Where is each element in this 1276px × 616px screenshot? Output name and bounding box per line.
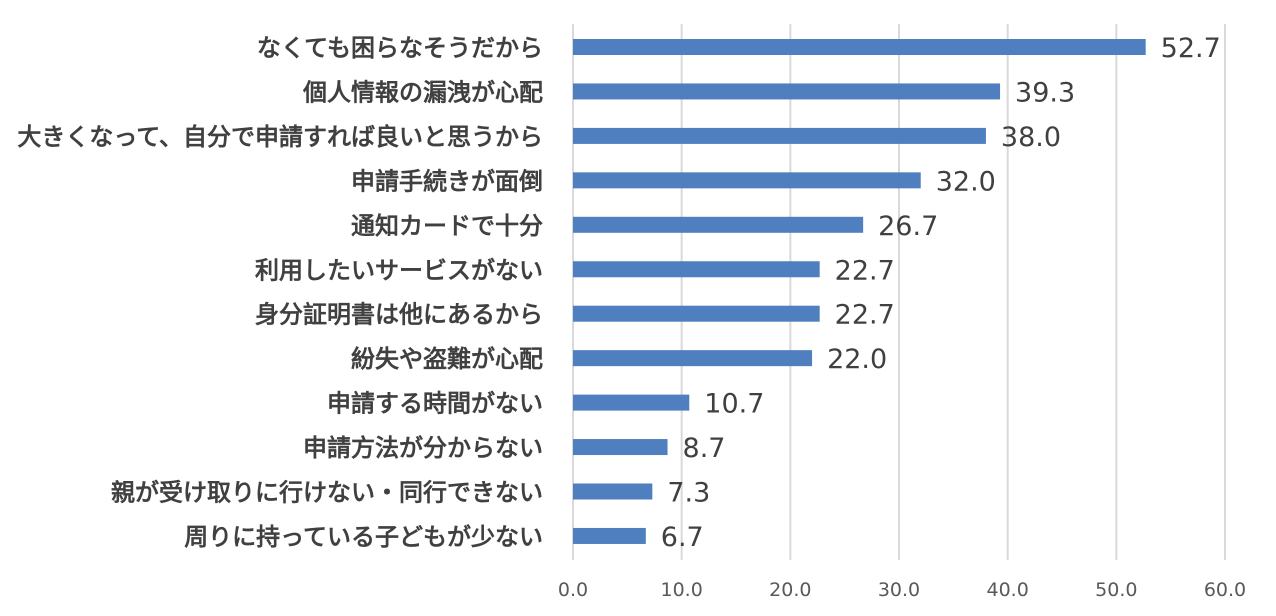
- data-label: 22.7: [835, 255, 895, 286]
- data-label: 26.7: [878, 211, 938, 242]
- data-label: 38.0: [1001, 122, 1061, 153]
- bars: [573, 39, 1146, 544]
- bar-6: [573, 305, 820, 322]
- category-label: 申請手続きが面倒: [351, 167, 543, 195]
- bar-1: [573, 83, 1001, 100]
- data-label: 22.7: [835, 300, 895, 331]
- data-label: 7.3: [667, 478, 710, 509]
- x-tick-label: 50.0: [1095, 579, 1137, 601]
- x-tick-label: 60.0: [1204, 579, 1246, 601]
- category-labels: なくても困らなそうだから個人情報の漏洩が心配大きくなって、自分で申請すれば良いと…: [17, 34, 543, 551]
- data-label: 6.7: [661, 522, 704, 553]
- category-label: 周りに持っている子どもが少ない: [184, 523, 543, 551]
- bar-0: [573, 39, 1146, 55]
- data-label: 22.0: [827, 344, 887, 375]
- category-label: 通知カードで十分: [351, 212, 543, 240]
- bar-9: [573, 439, 668, 456]
- x-tick-label: 0.0: [558, 579, 588, 601]
- value-labels: 52.7 39.3 38.032.0 26.7 22.7 22.7 22.0 10.7 8.7 7…: [661, 33, 1221, 553]
- x-tick-label: 30.0: [878, 579, 920, 601]
- category-label: 親が受け取りに行けない・同行できない: [111, 479, 543, 507]
- x-tick-label: 20.0: [769, 579, 811, 601]
- bar-8: [573, 394, 690, 411]
- category-label: 申請する時間がない: [327, 390, 543, 418]
- category-label: 紛失や盗難が心配: [351, 345, 543, 373]
- x-axis-tick-labels: 0.0 10.0 20.0 30.0 40.0 50.0 60.0: [558, 579, 1246, 601]
- x-tick-label: 40.0: [987, 579, 1029, 601]
- category-label: 個人情報の漏洩が心配: [302, 78, 543, 106]
- bar-5: [573, 261, 820, 278]
- data-label: 10.7: [704, 389, 764, 420]
- gridlines: [572, 24, 1226, 560]
- bar-3: [573, 172, 921, 189]
- bar-2: [573, 127, 986, 144]
- category-label: 身分証明書は他にあるから: [255, 301, 543, 329]
- category-label: 大きくなって、自分で申請すれば良いと思うから: [17, 123, 543, 151]
- category-label: 利用したいサービスがない: [255, 256, 543, 284]
- bar-4: [573, 216, 864, 233]
- data-label: 8.7: [683, 433, 726, 464]
- bar-10: [573, 483, 653, 500]
- data-label: 32.0: [936, 166, 996, 197]
- x-tick-label: 10.0: [661, 579, 703, 601]
- bar-11: [573, 527, 646, 544]
- data-label: 52.7: [1161, 33, 1221, 64]
- category-label: 申請方法が分からない: [303, 434, 543, 462]
- category-label: なくても困らなそうだから: [257, 34, 543, 62]
- data-label: 39.3: [1015, 77, 1075, 108]
- bar-7: [573, 350, 813, 367]
